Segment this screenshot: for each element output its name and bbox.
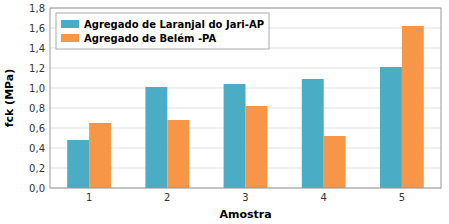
y-tick-label: 0,4: [29, 143, 45, 154]
y-tick-label: 1,4: [29, 43, 45, 54]
x-tick-label: 5: [399, 192, 405, 203]
grid: [50, 8, 441, 188]
chart: 0,0 0,2 0,4 0,6 0,8 1,0 1,2 1,4 1,6 1,8 1 2 3 4 5 Amost…: [0, 0, 449, 224]
plot-frame: [50, 8, 441, 188]
y-tick-label: 0,0: [29, 183, 45, 194]
legend-label: Agregado de Laranjal do Jari-AP: [84, 19, 264, 30]
legend-label: Agregado de Belém -PA: [84, 33, 217, 44]
x-axis-label: Amostra: [219, 208, 271, 221]
bar: [224, 84, 246, 188]
legend-swatch: [61, 34, 79, 42]
x-tick-label: 4: [321, 192, 327, 203]
y-tick-label: 1,6: [29, 23, 45, 34]
bar: [380, 67, 402, 188]
bar: [167, 120, 189, 188]
x-tick-label: 2: [164, 192, 170, 203]
y-tick-label: 0,2: [29, 163, 45, 174]
x-tick-label: 3: [242, 192, 248, 203]
legend: Agregado de Laranjal do Jari-AP Agregado …: [56, 13, 269, 49]
bar: [246, 106, 268, 188]
bar: [324, 136, 346, 188]
bar: [302, 79, 324, 188]
y-tick-label: 1,2: [29, 63, 45, 74]
y-axis-label: fck (MPa): [3, 69, 16, 128]
bar: [145, 87, 167, 188]
y-tick-label: 1,8: [29, 3, 45, 14]
bar: [89, 123, 111, 188]
bar: [402, 26, 424, 188]
bar: [67, 140, 89, 188]
y-tick-label: 0,6: [29, 123, 45, 134]
bars: [67, 26, 424, 188]
y-tick-label: 1,0: [29, 83, 45, 94]
legend-swatch: [61, 20, 79, 28]
chart-container: 0,0 0,2 0,4 0,6 0,8 1,0 1,2 1,4 1,6 1,8 1 2 3 4 5 Amost…: [0, 0, 449, 224]
x-tick-label: 1: [86, 192, 92, 203]
legend-box: [56, 13, 269, 49]
y-tick-label: 0,8: [29, 103, 45, 114]
